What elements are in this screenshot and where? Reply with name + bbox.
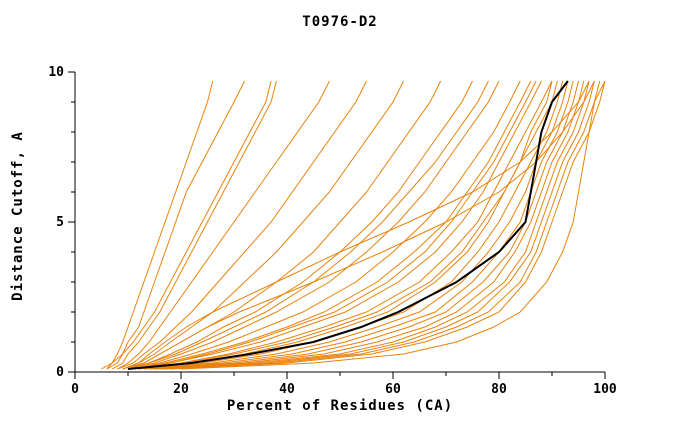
model-curve [165, 80, 601, 370]
model-curve [111, 80, 277, 370]
chart-title: T0976-D2 [302, 14, 378, 30]
model-curve [143, 80, 564, 370]
model-curve [138, 80, 542, 370]
model-curve [170, 80, 606, 370]
model-curve [127, 80, 595, 370]
y-tick-label: 10 [48, 65, 64, 80]
model-curve [133, 80, 521, 370]
model-curve [149, 80, 574, 370]
model-curve [149, 80, 569, 370]
x-tick-label: 80 [491, 382, 507, 397]
model-curve [122, 80, 405, 370]
model-curve [127, 80, 489, 370]
x-tick-label: 0 [71, 382, 79, 397]
y-tick-label: 0 [56, 365, 64, 380]
model-curve [133, 80, 537, 370]
model-curve [106, 80, 272, 370]
x-tick-label: 100 [593, 382, 617, 397]
x-tick-label: 60 [385, 382, 401, 397]
model-curve [122, 80, 442, 370]
model-curve [127, 80, 473, 370]
model-curve [106, 80, 246, 370]
model-curve [143, 80, 558, 370]
model-curve [154, 80, 579, 370]
model-curve [138, 80, 553, 370]
model-curve [117, 80, 367, 370]
model-curve [101, 80, 214, 370]
x-tick-label: 20 [173, 382, 189, 397]
model-curve [180, 80, 606, 370]
y-tick-label: 5 [56, 215, 64, 230]
model-curve [154, 80, 585, 370]
model-curve [159, 80, 595, 370]
x-axis-label: Percent of Residues (CA) [226, 398, 454, 414]
model-curve [133, 80, 532, 370]
model-curve [122, 80, 590, 370]
reference-curve [127, 80, 569, 370]
model-curve [117, 80, 330, 370]
model-curve [138, 80, 553, 370]
x-tick-label: 40 [279, 382, 295, 397]
model-curve [159, 80, 590, 370]
